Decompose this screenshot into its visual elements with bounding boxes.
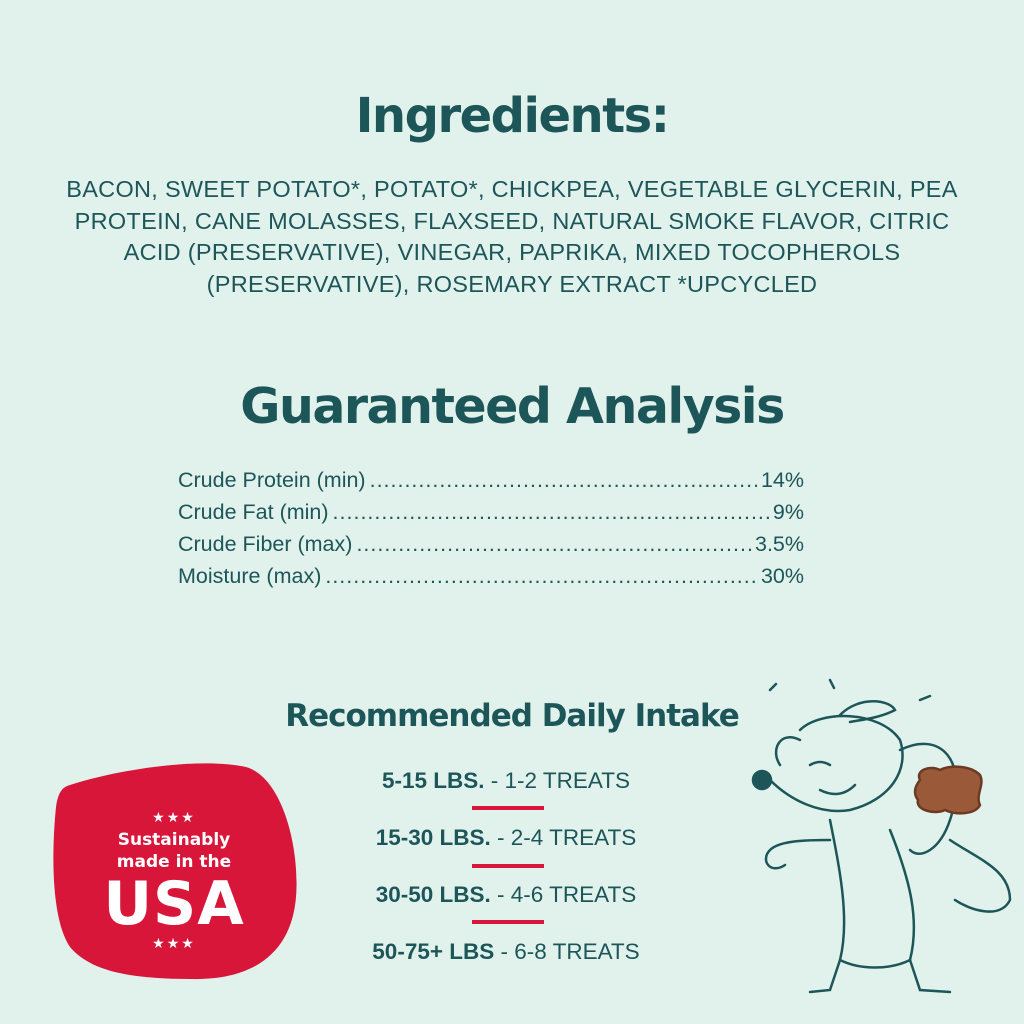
analysis-label: Moisture (max): [178, 563, 322, 588]
intake-row: 15-30 LBS. - 2-4 TREATS: [300, 825, 712, 851]
dot-leader: [325, 564, 757, 589]
dot-leader: [356, 532, 751, 557]
intake-weight: 15-30 LBS.: [375, 825, 491, 850]
usa-badge-shape: [53, 763, 297, 980]
divider: [472, 920, 544, 924]
stars-icon: ★★★: [152, 936, 196, 952]
analysis-row: Moisture (max) 30%: [178, 560, 804, 592]
analysis-value: 3.5%: [754, 531, 804, 556]
intake-amount: - 4-6 TREATS: [490, 882, 637, 907]
analysis-value: 9%: [772, 499, 804, 524]
ingredients-title: Ingredients:: [355, 88, 670, 144]
analysis-label: Crude Fat (min): [178, 499, 329, 524]
dog-holding-treat-icon: [751, 678, 1012, 994]
analysis-label: Crude Protein (min): [178, 467, 366, 492]
intake-amount: - 1-2 TREATS: [484, 768, 630, 793]
intake-title: Recommended Daily Intake: [285, 698, 740, 734]
analysis-value: 14%: [760, 467, 804, 492]
intake-row: 5-15 LBS. - 1-2 TREATS: [300, 768, 712, 794]
badge-line3: USA: [103, 869, 245, 939]
dot-leader: [333, 500, 769, 525]
usa-badge: ★★★ Sustainably made in the USA ★★★: [50, 810, 298, 952]
intake-amount: - 2-4 TREATS: [490, 825, 637, 850]
intake-weight: 5-15 LBS.: [382, 768, 485, 793]
analysis-row: Crude Fat (min) 9%: [178, 496, 804, 528]
divider: [472, 864, 544, 868]
analysis-row: Crude Fiber (max) 3.5%: [178, 528, 804, 560]
badge-line2: made in the: [116, 852, 232, 872]
dot-leader: [370, 468, 757, 493]
intake-weight: 50-75+ LBS: [372, 939, 495, 964]
intake-weight: 30-50 LBS.: [375, 882, 491, 907]
divider: [472, 806, 544, 810]
intake-row: 30-50 LBS. - 4-6 TREATS: [300, 882, 712, 908]
analysis-title: Guaranteed Analysis: [240, 378, 785, 435]
ingredients-list: BACON, SWEET POTATO*, POTATO*, CHICKPEA,…: [66, 176, 958, 297]
intake-row: 50-75+ LBS - 6-8 TREATS: [300, 939, 712, 965]
analysis-row: Crude Protein (min) 14%: [178, 464, 804, 496]
badge-line1: Sustainably: [117, 830, 231, 850]
analysis-label: Crude Fiber (max): [178, 531, 353, 556]
analysis-value: 30%: [760, 563, 804, 588]
stars-icon: ★★★: [152, 810, 196, 826]
intake-amount: - 6-8 TREATS: [494, 939, 640, 964]
